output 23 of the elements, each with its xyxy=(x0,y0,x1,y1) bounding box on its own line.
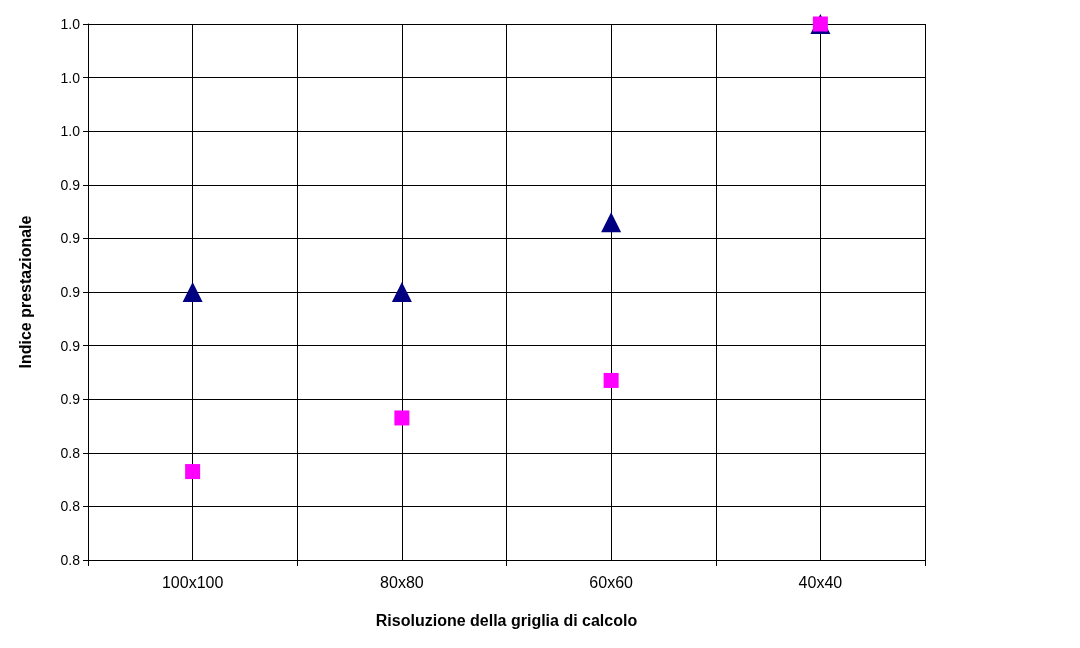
x-tick-label: 40x40 xyxy=(798,573,843,591)
x-tick-label: 80x80 xyxy=(380,573,424,591)
point xyxy=(391,282,412,302)
point xyxy=(394,410,410,426)
point xyxy=(601,212,622,233)
y-tick-label: 0.8 xyxy=(60,552,81,568)
y-tick-label: 1.0 xyxy=(60,69,81,86)
x-tick-label: 100x100 xyxy=(161,573,224,591)
y-axis-title: Indice prestazionale xyxy=(16,215,34,369)
y-tick-label: 1.0 xyxy=(60,123,81,140)
y-tick-label: 0.9 xyxy=(60,284,81,300)
x-axis-title: Risoluzione della griglia di calcolo xyxy=(375,611,638,629)
y-tick-label: 0.9 xyxy=(60,391,81,408)
point xyxy=(182,282,203,302)
point xyxy=(185,464,201,480)
y-tick-label: 0.8 xyxy=(60,498,81,515)
y-tick-label: 0.9 xyxy=(60,337,81,354)
y-tick-label: 1.0 xyxy=(60,16,81,32)
y-tick-label: 0.8 xyxy=(60,444,81,461)
point xyxy=(603,372,619,388)
x-tick-label: 60x60 xyxy=(589,573,634,591)
y-tick-label: 0.9 xyxy=(60,230,81,247)
y-tick-label: 0.9 xyxy=(60,176,81,193)
